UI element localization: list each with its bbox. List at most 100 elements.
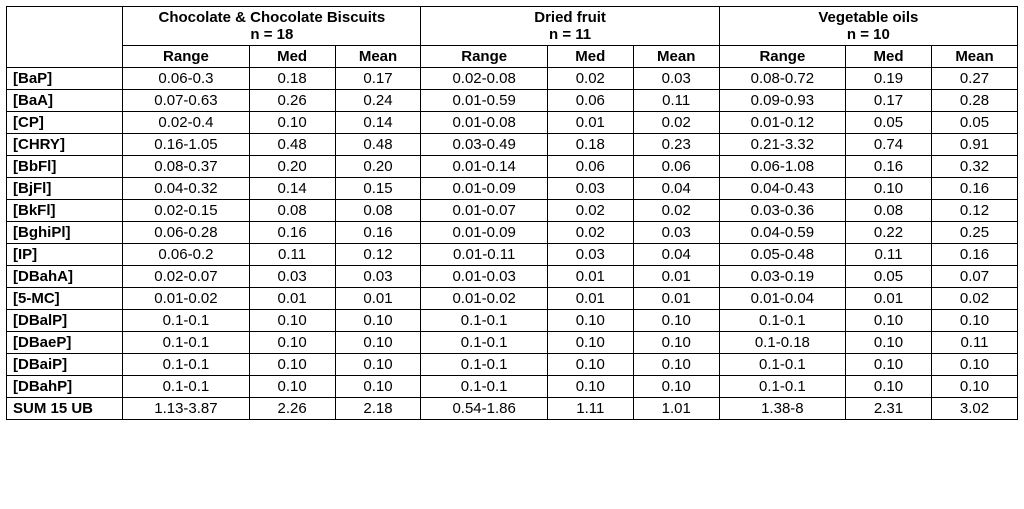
table-row: [5-MC]0.01-0.020.010.010.01-0.020.010.01… [7, 288, 1018, 310]
cell-mean: 0.01 [633, 266, 719, 288]
cell-med: 0.10 [249, 376, 335, 398]
table-row: [BaP]0.06-0.30.180.170.02-0.080.020.030.… [7, 68, 1018, 90]
cell-med: 0.10 [547, 310, 633, 332]
cell-med: 0.03 [547, 244, 633, 266]
cell-mean: 0.28 [931, 90, 1017, 112]
cell-range: 0.04-0.32 [123, 178, 249, 200]
cell-range: 0.54-1.86 [421, 398, 547, 420]
cell-mean: 0.24 [335, 90, 421, 112]
cell-mean: 0.03 [633, 68, 719, 90]
cell-mean: 0.07 [931, 266, 1017, 288]
cell-range: 0.03-0.49 [421, 134, 547, 156]
subhead-range: Range [421, 46, 547, 68]
cell-range: 0.1-0.1 [123, 310, 249, 332]
group-n: n = 18 [250, 26, 293, 43]
header-blank [7, 7, 123, 68]
cell-med: 0.10 [249, 332, 335, 354]
cell-mean: 0.10 [633, 376, 719, 398]
cell-range: 0.06-1.08 [719, 156, 845, 178]
table-row: SUM 15 UB1.13-3.872.262.180.54-1.861.111… [7, 398, 1018, 420]
cell-mean: 0.02 [931, 288, 1017, 310]
table-row: [BaA]0.07-0.630.260.240.01-0.590.060.110… [7, 90, 1018, 112]
cell-range: 0.06-0.28 [123, 222, 249, 244]
subhead-range: Range [123, 46, 249, 68]
cell-range: 0.01-0.08 [421, 112, 547, 134]
cell-range: 0.04-0.43 [719, 178, 845, 200]
cell-mean: 0.01 [633, 288, 719, 310]
cell-range: 0.03-0.19 [719, 266, 845, 288]
group-title: Dried fruit [534, 9, 606, 26]
cell-mean: 1.01 [633, 398, 719, 420]
cell-mean: 0.16 [335, 222, 421, 244]
subhead-med: Med [249, 46, 335, 68]
row-label: [BkFl] [7, 200, 123, 222]
cell-range: 0.21-3.32 [719, 134, 845, 156]
cell-range: 0.06-0.2 [123, 244, 249, 266]
cell-med: 0.10 [249, 354, 335, 376]
cell-mean: 2.18 [335, 398, 421, 420]
cell-range: 0.1-0.1 [719, 310, 845, 332]
cell-med: 0.10 [249, 310, 335, 332]
cell-med: 0.01 [547, 288, 633, 310]
cell-mean: 0.12 [335, 244, 421, 266]
cell-med: 0.20 [249, 156, 335, 178]
subhead-mean: Mean [931, 46, 1017, 68]
cell-med: 0.01 [846, 288, 932, 310]
cell-mean: 0.04 [633, 244, 719, 266]
row-label: [BjFl] [7, 178, 123, 200]
subhead-range: Range [719, 46, 845, 68]
table-row: [DBahP]0.1-0.10.100.100.1-0.10.100.100.1… [7, 376, 1018, 398]
cell-med: 0.02 [547, 222, 633, 244]
cell-range: 0.04-0.59 [719, 222, 845, 244]
cell-mean: 0.10 [931, 354, 1017, 376]
cell-med: 0.48 [249, 134, 335, 156]
cell-mean: 0.10 [931, 310, 1017, 332]
table-row: [DBalP]0.1-0.10.100.100.1-0.10.100.100.1… [7, 310, 1018, 332]
cell-mean: 0.27 [931, 68, 1017, 90]
cell-range: 0.1-0.1 [123, 354, 249, 376]
cell-med: 0.26 [249, 90, 335, 112]
cell-med: 0.10 [846, 178, 932, 200]
row-label: [IP] [7, 244, 123, 266]
cell-mean: 0.02 [633, 200, 719, 222]
cell-mean: 0.10 [335, 332, 421, 354]
cell-mean: 0.11 [633, 90, 719, 112]
group-title: Vegetable oils [818, 9, 918, 26]
cell-med: 0.03 [249, 266, 335, 288]
cell-range: 0.05-0.48 [719, 244, 845, 266]
cell-med: 0.22 [846, 222, 932, 244]
row-label: [BaA] [7, 90, 123, 112]
row-label: [BaP] [7, 68, 123, 90]
cell-range: 0.01-0.14 [421, 156, 547, 178]
row-label: [DBaeP] [7, 332, 123, 354]
table-header-row-subheads: Range Med Mean Range Med Mean Range Med … [7, 46, 1018, 68]
cell-mean: 0.01 [335, 288, 421, 310]
cell-mean: 0.11 [931, 332, 1017, 354]
cell-mean: 0.12 [931, 200, 1017, 222]
row-label: [BghiPl] [7, 222, 123, 244]
group-header: Vegetable oils n = 10 [719, 7, 1017, 46]
cell-med: 0.02 [547, 200, 633, 222]
row-label: [BbFl] [7, 156, 123, 178]
cell-med: 0.16 [249, 222, 335, 244]
cell-med: 0.01 [547, 112, 633, 134]
cell-med: 0.05 [846, 112, 932, 134]
cell-range: 0.1-0.1 [719, 376, 845, 398]
cell-med: 0.08 [846, 200, 932, 222]
cell-range: 0.16-1.05 [123, 134, 249, 156]
cell-med: 0.10 [846, 376, 932, 398]
cell-range: 0.08-0.72 [719, 68, 845, 90]
cell-range: 0.07-0.63 [123, 90, 249, 112]
table-header: Chocolate & Chocolate Biscuits n = 18 Dr… [7, 7, 1018, 68]
cell-med: 0.10 [846, 332, 932, 354]
cell-mean: 0.17 [335, 68, 421, 90]
cell-mean: 0.04 [633, 178, 719, 200]
cell-med: 0.11 [249, 244, 335, 266]
cell-range: 0.01-0.59 [421, 90, 547, 112]
cell-mean: 0.91 [931, 134, 1017, 156]
row-label: SUM 15 UB [7, 398, 123, 420]
cell-med: 0.14 [249, 178, 335, 200]
cell-mean: 0.16 [931, 244, 1017, 266]
cell-mean: 0.32 [931, 156, 1017, 178]
cell-range: 0.01-0.11 [421, 244, 547, 266]
